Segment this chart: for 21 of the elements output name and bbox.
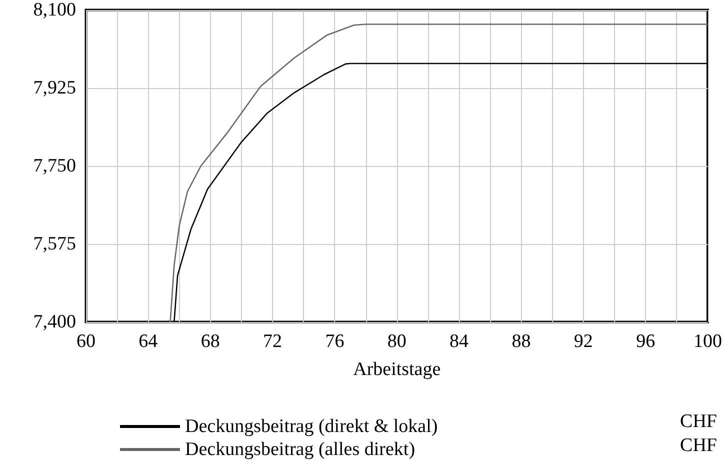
y-tick-label: 7,925 bbox=[33, 78, 76, 98]
text: CHF bbox=[680, 411, 718, 432]
legend-label: Deckungsbeitrag (direkt & lokal) bbox=[185, 416, 438, 437]
x-tick-label: 76 bbox=[325, 331, 344, 352]
x-tick-label: 60 bbox=[76, 331, 96, 352]
x-tick-label: 96 bbox=[636, 331, 656, 352]
legend-label: Deckungsbeitrag (alles direkt) bbox=[185, 439, 416, 460]
y-tick-label: 7,575 bbox=[33, 234, 76, 254]
x-tick-label: 88 bbox=[512, 331, 531, 352]
x-tick-label: 84 bbox=[450, 331, 470, 352]
y-tick-label: 7,750 bbox=[33, 156, 76, 176]
y-tick-label: 7,400 bbox=[33, 312, 76, 332]
x-tick-label: 92 bbox=[574, 331, 593, 352]
y-tick-label: 8,100 bbox=[33, 0, 76, 20]
x-tick-label: 100 bbox=[694, 331, 722, 352]
x-tick-label: 64 bbox=[138, 331, 158, 352]
x-tick-label: 72 bbox=[263, 331, 282, 352]
x-tick-label: 80 bbox=[387, 331, 406, 352]
x-axis-title: Arbeitstage bbox=[353, 359, 441, 380]
text: CHF bbox=[680, 435, 718, 456]
x-tick-label: 68 bbox=[200, 331, 220, 352]
